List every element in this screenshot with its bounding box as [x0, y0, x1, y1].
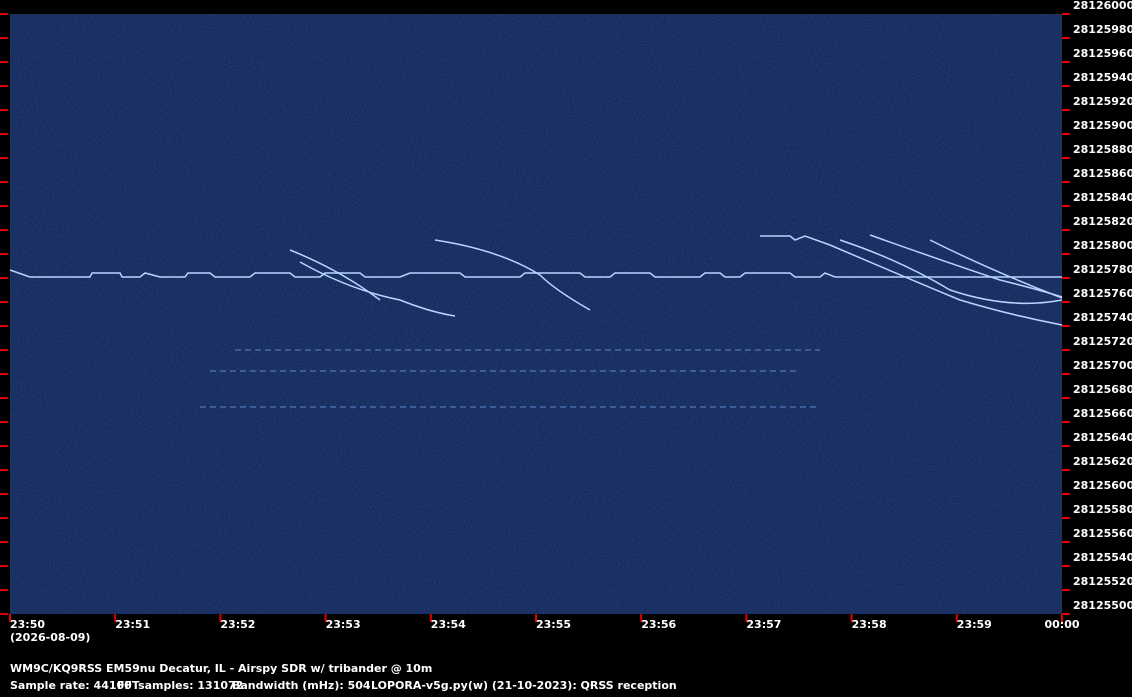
footer-bandwidth: Bandwidth (mHz): 504	[232, 679, 371, 692]
footer-fft: FFTsamples: 131072	[117, 679, 243, 692]
y-tick-label: 28126000	[1073, 0, 1132, 12]
footer-station: WM9C/KQ9RSS EM59nu Decatur, IL - Airspy …	[10, 662, 432, 675]
y-tick-label: 28125640	[1073, 431, 1132, 444]
x-tick-label: 23:56	[641, 618, 676, 631]
x-tick-label: 23:53	[326, 618, 361, 631]
y-tick-label: 28125700	[1073, 359, 1132, 372]
y-tick-label: 28125920	[1073, 95, 1132, 108]
y-tick-label: 28125740	[1073, 311, 1132, 324]
y-tick-label: 28125760	[1073, 287, 1132, 300]
y-tick-label: 28125540	[1073, 551, 1132, 564]
y-tick-label: 28125980	[1073, 23, 1132, 36]
footer-software: LOPORA-v5g.py(w) (21-10-2023): QRSS rece…	[371, 679, 677, 692]
y-tick-label: 28125900	[1073, 119, 1132, 132]
y-tick-label: 28125880	[1073, 143, 1132, 156]
y-tick-label: 28125500	[1073, 599, 1132, 612]
x-tick-label: 23:58	[852, 618, 887, 631]
signals	[9, 234, 1063, 408]
x-tick-label: 00:00	[1044, 618, 1079, 631]
y-tick-label: 28125860	[1073, 167, 1132, 180]
x-tick-label: 23:50	[10, 618, 45, 631]
x-tick-label: 23:55	[536, 618, 571, 631]
x-tick-label: 23:57	[746, 618, 781, 631]
y-tick-label: 28125520	[1073, 575, 1132, 588]
x-tick-label: 23:51	[115, 618, 150, 631]
x-tick-label: 23:52	[220, 618, 255, 631]
y-tick-label: 28125660	[1073, 407, 1132, 420]
x-tick-label: 23:54	[431, 618, 466, 631]
y-tick-label: 28125560	[1073, 527, 1132, 540]
y-tick-label: 28125840	[1073, 191, 1132, 204]
y-tick-label: 28125820	[1073, 215, 1132, 228]
y-tick-label: 28125940	[1073, 71, 1132, 84]
y-tick-label: 28125680	[1073, 383, 1132, 396]
y-tick-label: 28125960	[1073, 47, 1132, 60]
footer-sample-rate: Sample rate: 44100	[10, 679, 132, 692]
noise	[10, 14, 1062, 614]
y-tick-label: 28125780	[1073, 263, 1132, 276]
date-label: (2026-08-09)	[10, 631, 90, 644]
y-tick-label: 28125720	[1073, 335, 1132, 348]
y-tick-label: 28125800	[1073, 239, 1132, 252]
x-tick-label: 23:59	[957, 618, 992, 631]
y-tick-label: 28125580	[1073, 503, 1132, 516]
y-tick-label: 28125620	[1073, 455, 1132, 468]
y-tick-label: 28125600	[1073, 479, 1132, 492]
